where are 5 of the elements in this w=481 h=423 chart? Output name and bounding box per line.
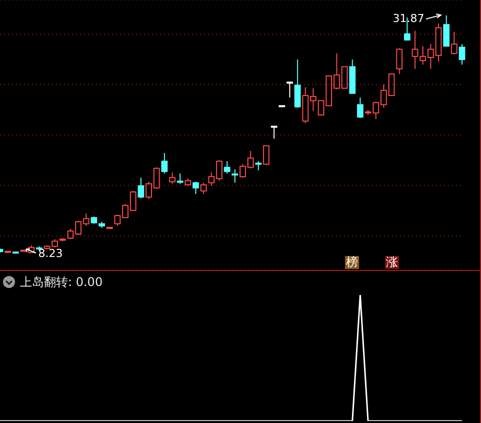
annotation: 31.87 [392,12,424,26]
annotation: 榜 [345,255,359,269]
chart-title: 上岛翻转: 0.00 [20,274,103,291]
annotation: 涨 [385,255,399,269]
annotation: 8.23 [38,246,63,260]
